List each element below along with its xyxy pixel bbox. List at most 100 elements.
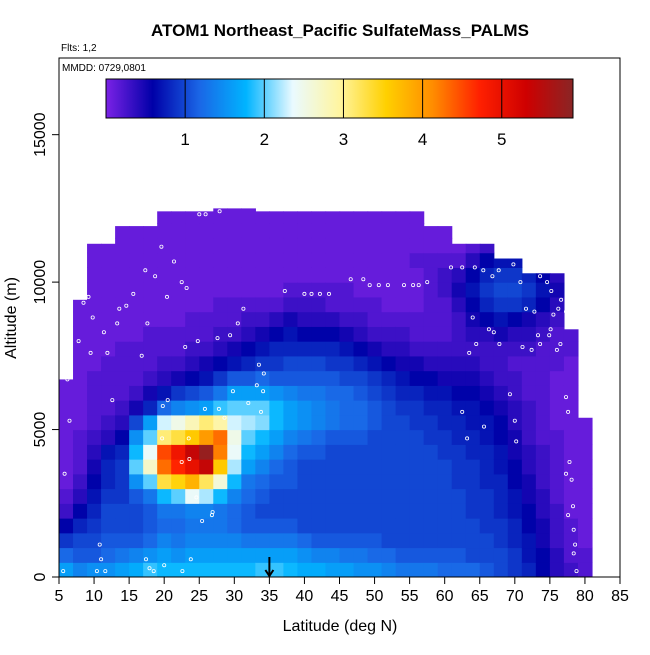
heatmap-cell — [199, 311, 214, 327]
heatmap-cell — [213, 355, 228, 372]
sample-point — [564, 471, 569, 476]
heatmap-cell — [423, 296, 439, 313]
heatmap-cell — [73, 311, 88, 327]
heatmap-cell — [115, 414, 130, 431]
heatmap-cell — [479, 243, 495, 254]
heatmap-cell — [465, 400, 481, 416]
heatmap-cell — [465, 473, 481, 490]
heatmap-cell — [185, 237, 200, 254]
heatmap-cell — [87, 562, 102, 577]
heatmap-cell — [535, 532, 551, 549]
heatmap-cell — [479, 562, 495, 577]
sample-point — [559, 297, 564, 302]
heatmap-cell — [521, 562, 537, 577]
colorbar: 1 2 3 4 5 — [105, 78, 574, 149]
heatmap-cell — [115, 252, 130, 268]
heatmap-cell — [535, 444, 551, 460]
sample-point — [246, 400, 251, 405]
heatmap-cell — [353, 385, 369, 401]
heatmap-cell — [381, 532, 397, 549]
heatmap-cell — [143, 385, 158, 401]
heatmap-cell — [507, 341, 523, 357]
heatmap-cell — [269, 532, 284, 549]
heatmap-cell — [437, 267, 453, 283]
heatmap-cell — [409, 400, 425, 416]
heatmap-cell — [465, 532, 481, 549]
heatmap-cell — [437, 459, 453, 475]
heatmap-cell — [465, 414, 481, 431]
sample-point — [147, 566, 152, 571]
sample-point — [529, 347, 534, 352]
heatmap-cell — [423, 400, 439, 416]
heatmap-cell — [171, 267, 186, 283]
heatmap-cell — [143, 503, 158, 519]
heatmap-cell — [311, 503, 327, 519]
heatmap-cell — [241, 282, 256, 298]
heatmap-cell — [129, 326, 144, 342]
heatmap-cell — [437, 326, 453, 342]
heatmap-cell — [479, 547, 495, 563]
heatmap-cell — [129, 429, 144, 445]
heatmap-cell — [367, 370, 383, 386]
heatmap-cell — [339, 223, 355, 239]
heatmap-cell — [423, 414, 439, 431]
sample-point — [545, 280, 550, 285]
heatmap-cell — [409, 252, 425, 268]
heatmap-cell — [115, 326, 130, 342]
heatmap-cell — [143, 311, 158, 327]
heatmap-cell — [409, 503, 425, 519]
heatmap-cell — [409, 414, 425, 431]
heatmap-cell — [549, 326, 565, 342]
heatmap-cell — [437, 503, 453, 519]
heatmap-cell — [535, 503, 551, 519]
heatmap-cell — [493, 326, 509, 342]
heatmap-cell — [59, 532, 74, 549]
heatmap-cell — [451, 488, 467, 504]
heatmap-cell — [269, 547, 284, 563]
heatmap-cell — [353, 252, 369, 268]
heatmap-cell — [129, 341, 144, 357]
heatmap-cell — [507, 444, 523, 460]
heatmap-cell — [325, 237, 341, 254]
sample-point — [81, 300, 86, 305]
heatmap-cell — [129, 503, 144, 519]
heatmap-cell — [339, 282, 355, 298]
heatmap-cell — [269, 518, 284, 534]
heatmap-cell — [549, 385, 565, 401]
heatmap-cell — [479, 370, 495, 386]
heatmap-cell — [451, 370, 467, 386]
heatmap-cell — [465, 562, 481, 577]
heatmap-cell — [269, 296, 284, 313]
heatmap-cell — [311, 267, 327, 283]
heatmap-cell — [395, 473, 411, 490]
sample-point — [103, 569, 108, 574]
colorbar-tick-label: 3 — [339, 130, 348, 149]
heatmap-cell — [157, 211, 172, 224]
heatmap-cell — [255, 326, 270, 342]
sample-point — [222, 415, 227, 420]
heatmap-cell — [297, 370, 313, 386]
heatmap-cell — [129, 296, 144, 313]
sample-point — [571, 551, 576, 556]
heatmap-cell — [325, 518, 341, 534]
sample-point — [216, 406, 221, 411]
heatmap-cell — [213, 223, 228, 239]
heatmap-cell — [325, 223, 341, 239]
heatmap-cell — [311, 429, 327, 445]
heatmap-cell — [241, 444, 256, 460]
heatmap-cell — [395, 547, 411, 563]
heatmap-cell — [129, 226, 144, 239]
heatmap-cell — [255, 355, 270, 372]
sample-point — [569, 477, 574, 482]
heatmap-cell — [283, 488, 299, 504]
heatmap-cell — [535, 355, 551, 372]
heatmap-cell — [521, 503, 537, 519]
heatmap-cell — [241, 326, 256, 342]
heatmap-cell — [87, 518, 102, 534]
heatmap-cell — [437, 547, 453, 563]
heatmap-cell — [101, 296, 116, 313]
heatmap-cell — [115, 267, 130, 283]
heatmap-cell — [563, 532, 579, 549]
heatmap-cell — [437, 341, 453, 357]
heatmap-cell — [493, 488, 509, 504]
